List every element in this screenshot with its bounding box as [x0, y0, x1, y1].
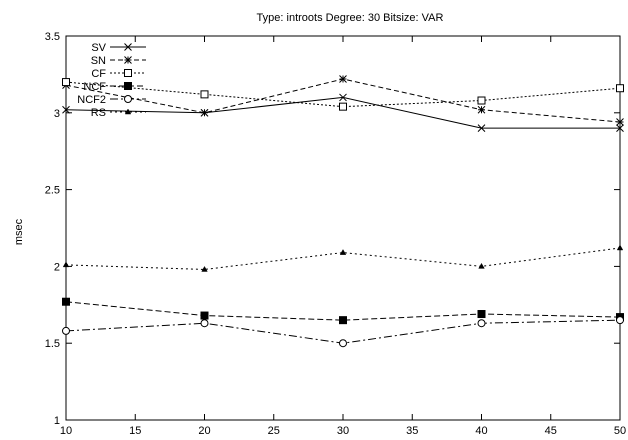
- plot-frame: [65, 35, 621, 421]
- legend-label: NCF2: [77, 94, 106, 106]
- data-point-sn: [477, 105, 486, 114]
- data-point-sv: [339, 93, 347, 102]
- data-point-ncf2: [616, 316, 624, 325]
- series-line-sn: [65, 78, 621, 123]
- data-point-cf: [339, 102, 347, 111]
- data-point-sv: [616, 124, 624, 133]
- series-sn: [62, 75, 624, 126]
- legend-marker: [124, 95, 132, 103]
- series-layer: [62, 75, 624, 348]
- data-point-ncf2: [200, 319, 209, 328]
- x-tick-label: 50: [614, 425, 626, 437]
- x-tick-label: 20: [198, 425, 210, 437]
- legend-label: SN: [91, 55, 106, 67]
- y-tick-label: 1: [54, 415, 60, 427]
- data-point-sv: [477, 124, 486, 133]
- legend-item-rs: RS: [91, 107, 146, 119]
- legend-item-sn: SN: [91, 55, 146, 67]
- legend-label: CF: [91, 68, 106, 80]
- data-point-rs: [478, 262, 485, 269]
- data-point-sv: [62, 105, 70, 114]
- legend-marker: [124, 43, 132, 51]
- series-line-ncf: [65, 301, 621, 321]
- legend-label: NCF: [83, 81, 106, 93]
- data-point-rs: [616, 244, 624, 251]
- data-point-ncf: [200, 311, 209, 320]
- legend-marker: [124, 69, 132, 77]
- legend-item-ncf: NCF: [83, 81, 146, 93]
- x-tick-label: 10: [60, 425, 72, 437]
- series-sv: [62, 93, 624, 133]
- chart-title: Type: introots Degree: 30 Bitsize: VAR: [257, 12, 444, 24]
- data-point-cf: [62, 78, 70, 87]
- series-line-cf: [65, 81, 621, 108]
- data-point-rs: [62, 261, 70, 268]
- data-point-cf: [477, 96, 486, 105]
- data-point-cf: [200, 90, 209, 99]
- data-point-ncf: [62, 297, 70, 306]
- series-ncf2: [62, 316, 624, 348]
- data-point-ncf2: [477, 319, 486, 328]
- series-cf: [62, 78, 624, 111]
- x-tick-label: 30: [337, 425, 349, 437]
- data-point-ncf: [477, 310, 486, 319]
- legend-item-sv: SV: [91, 42, 146, 54]
- y-tick-label: 1.5: [45, 338, 60, 350]
- x-tick-label: 15: [129, 425, 141, 437]
- data-point-rs: [201, 265, 208, 272]
- legend-label: SV: [91, 42, 106, 54]
- legend-item-cf: CF: [91, 68, 146, 80]
- legend-marker: [124, 82, 132, 90]
- data-point-cf: [616, 84, 624, 93]
- legend-marker: [124, 108, 132, 115]
- data-point-sn: [616, 118, 624, 126]
- x-tick-label: 25: [268, 425, 280, 437]
- data-point-ncf: [339, 316, 347, 325]
- axes: 10 15 20 25 30 35 40 45 50 1 1.5 2 2.5 3 3.5: [45, 31, 626, 437]
- data-point-sn: [339, 75, 347, 83]
- x-tick-label: 40: [475, 425, 487, 437]
- data-point-rs: [339, 249, 347, 255]
- data-point-sn: [200, 108, 209, 117]
- legend-item-ncf2: NCF2: [77, 94, 146, 106]
- data-point-ncf2: [339, 339, 347, 348]
- legend-marker: [124, 56, 132, 64]
- x-tick-label: 45: [545, 425, 557, 437]
- y-tick-label: 2: [54, 261, 60, 273]
- y-axis-label: msec: [13, 218, 25, 245]
- data-point-ncf2: [62, 326, 70, 335]
- y-tick-label: 2.5: [45, 185, 60, 197]
- series-ncf: [62, 297, 624, 325]
- y-tick-label: 3.5: [45, 31, 60, 43]
- y-tick-label: 3: [54, 108, 60, 120]
- legend-label: RS: [91, 107, 106, 119]
- series-rs: [62, 244, 624, 272]
- x-tick-label: 35: [406, 425, 418, 437]
